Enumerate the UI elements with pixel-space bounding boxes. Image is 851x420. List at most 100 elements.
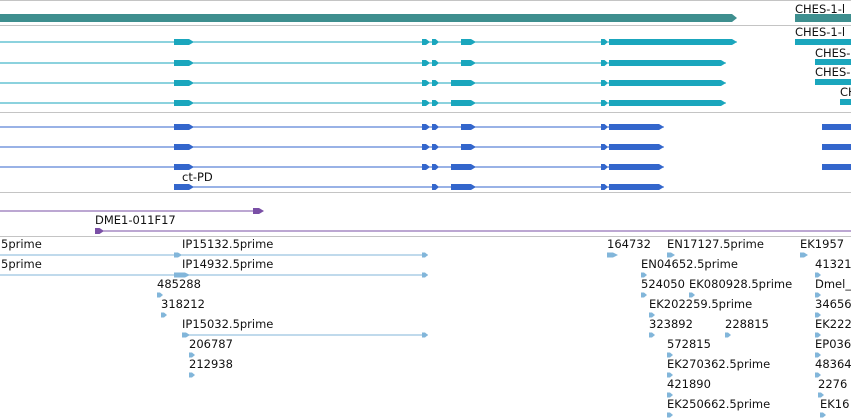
exon-block[interactable] [667, 252, 675, 258]
est-label[interactable]: 206787 [189, 337, 233, 351]
exon-block[interactable] [422, 252, 428, 258]
est-label[interactable]: 48364 [815, 357, 851, 371]
est-label[interactable]: 164732 [607, 237, 651, 251]
exon-block[interactable] [451, 100, 476, 106]
exon-block[interactable] [432, 39, 439, 45]
exon-block[interactable] [422, 100, 430, 106]
right-edge-label[interactable]: CHES-1-l [795, 25, 845, 39]
exon-block[interactable] [95, 228, 104, 234]
exon-block[interactable] [422, 60, 430, 66]
exon-block[interactable] [601, 184, 608, 190]
exon-block[interactable] [609, 100, 726, 106]
exon-block[interactable] [174, 60, 194, 66]
exon-block[interactable] [667, 392, 673, 398]
exon-block[interactable] [607, 252, 618, 258]
est-label[interactable]: 41321 [815, 257, 851, 271]
exon-block[interactable] [174, 124, 194, 130]
exon-block[interactable] [422, 164, 430, 170]
exon-block[interactable] [174, 272, 190, 278]
est-label[interactable]: 34656 [815, 297, 851, 311]
exon-block[interactable] [800, 252, 808, 258]
exon-block[interactable] [601, 100, 608, 106]
exon-block[interactable] [422, 272, 428, 278]
exon-block[interactable] [641, 292, 647, 298]
exon-block[interactable] [161, 312, 167, 318]
exon-block[interactable] [451, 80, 476, 86]
exon-block[interactable] [840, 99, 851, 105]
exon-block[interactable] [189, 352, 195, 358]
exon-block[interactable] [667, 412, 673, 418]
exon-block[interactable] [641, 272, 647, 278]
exon-block[interactable] [795, 14, 851, 22]
exon-block[interactable] [601, 60, 608, 66]
est-label[interactable]: 323892 [649, 317, 693, 331]
exon-block[interactable] [432, 164, 439, 170]
exon-block[interactable] [815, 292, 821, 298]
exon-block[interactable] [609, 80, 726, 86]
exon-block[interactable] [174, 164, 194, 170]
exon-block[interactable] [815, 272, 821, 278]
exon-block[interactable] [174, 144, 194, 150]
exon-block[interactable] [461, 144, 476, 150]
exon-block[interactable] [795, 39, 851, 45]
exon-block[interactable] [0, 14, 737, 22]
est-label[interactable]: 572815 [667, 337, 711, 351]
est-label[interactable]: EK250662.5prime [667, 397, 770, 411]
est-label[interactable]: EP036 [815, 337, 851, 351]
exon-block[interactable] [609, 124, 664, 130]
exon-block[interactable] [649, 312, 655, 318]
exon-block[interactable] [601, 164, 608, 170]
exon-block[interactable] [601, 80, 608, 86]
est-label[interactable]: EK16 [820, 397, 849, 411]
exon-block[interactable] [820, 412, 826, 418]
transcript-label[interactable]: ct-PD [182, 170, 213, 184]
right-edge-label[interactable]: CHES-1-l [795, 2, 845, 16]
est-label[interactable]: IP15032.5prime [182, 317, 273, 331]
exon-block[interactable] [815, 59, 851, 65]
exon-block[interactable] [667, 352, 673, 358]
exon-block[interactable] [422, 332, 428, 338]
exon-block[interactable] [253, 208, 264, 214]
est-label[interactable]: EN17127.5prime [667, 237, 764, 251]
est-label[interactable]: EK080928.5prime [689, 277, 792, 291]
exon-block[interactable] [174, 184, 194, 190]
exon-block[interactable] [461, 60, 476, 66]
exon-block[interactable] [174, 252, 182, 258]
exon-block[interactable] [422, 39, 430, 45]
clone-label[interactable]: DME1-011F17 [95, 213, 176, 227]
right-edge-label[interactable]: CHES- [815, 46, 850, 60]
exon-block[interactable] [601, 39, 608, 45]
exon-block[interactable] [422, 144, 430, 150]
est-label[interactable]: 5prime [1, 237, 42, 251]
exon-block[interactable] [174, 100, 194, 106]
exon-block[interactable] [157, 292, 163, 298]
exon-block[interactable] [815, 352, 821, 358]
est-label[interactable]: 212938 [189, 357, 233, 371]
exon-block[interactable] [432, 80, 439, 86]
exon-block[interactable] [422, 80, 430, 86]
est-label[interactable]: 485288 [157, 277, 201, 291]
est-label[interactable]: 228815 [725, 317, 769, 331]
exon-block[interactable] [609, 39, 737, 45]
exon-block[interactable] [432, 60, 439, 66]
est-label[interactable]: 318212 [161, 297, 205, 311]
est-label[interactable]: EK222 [815, 317, 851, 331]
exon-block[interactable] [432, 124, 439, 130]
exon-block[interactable] [815, 312, 821, 318]
est-label[interactable]: IP14932.5prime [182, 257, 273, 271]
exon-block[interactable] [725, 332, 731, 338]
exon-block[interactable] [822, 124, 851, 130]
exon-block[interactable] [822, 144, 851, 150]
est-label[interactable]: EK202259.5prime [649, 297, 752, 311]
exon-block[interactable] [174, 80, 194, 86]
right-edge-label[interactable]: CHES- [815, 65, 850, 79]
est-label[interactable]: EK270362.5prime [667, 357, 770, 371]
exon-block[interactable] [189, 372, 195, 378]
exon-block[interactable] [689, 292, 695, 298]
exon-block[interactable] [609, 60, 726, 66]
exon-block[interactable] [609, 144, 664, 150]
est-label[interactable]: 421890 [667, 377, 711, 391]
est-label[interactable]: 5prime [1, 257, 42, 271]
right-edge-label[interactable]: CH [840, 85, 851, 99]
est-label[interactable]: EN04652.5prime [641, 257, 738, 271]
